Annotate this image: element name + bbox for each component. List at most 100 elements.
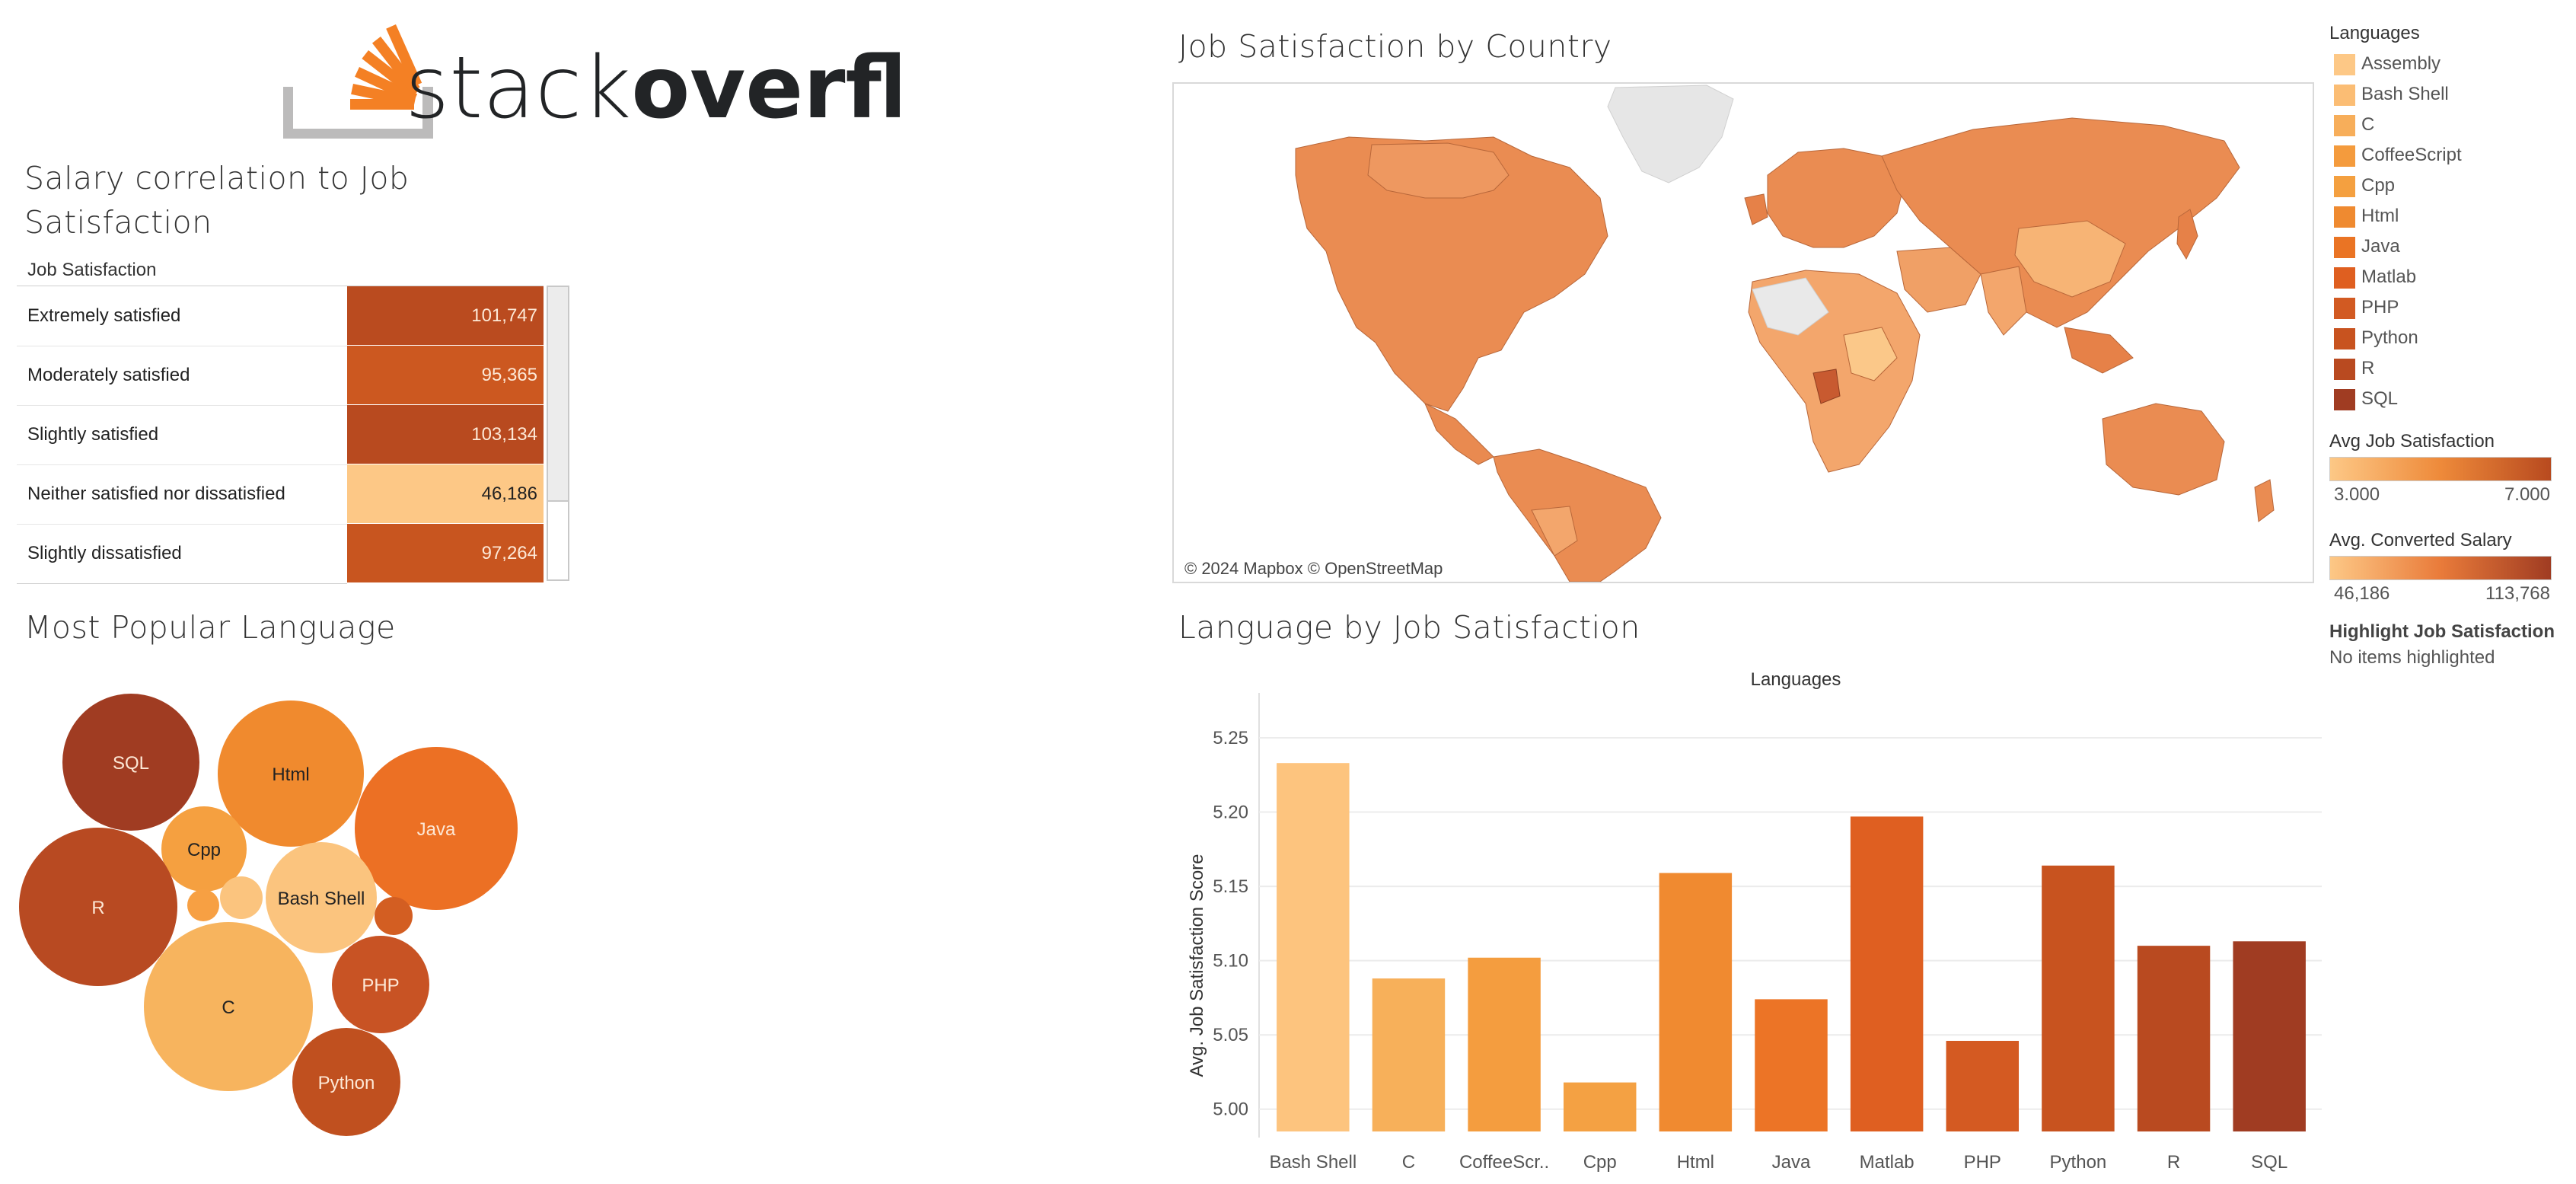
- row-label: Extremely satisfied: [27, 305, 181, 326]
- legend-item-java[interactable]: Java: [2329, 231, 2573, 262]
- bubble-sql[interactable]: SQL: [62, 694, 199, 831]
- salary-value: 97,264: [481, 543, 537, 563]
- legend-label: Cpp: [2361, 175, 2396, 196]
- svg-text:R: R: [91, 898, 104, 918]
- bubble-html[interactable]: Html: [218, 701, 364, 847]
- svg-text:Python: Python: [318, 1073, 375, 1093]
- legend-item-coffeescript[interactable]: CoffeeScript: [2329, 140, 2573, 171]
- salary-cell[interactable]: 97,264: [347, 524, 544, 582]
- svg-text:Html: Html: [272, 764, 309, 785]
- bubble-python[interactable]: Python: [292, 1028, 400, 1136]
- legend-item-python[interactable]: Python: [2329, 323, 2573, 353]
- svg-text:Cpp: Cpp: [187, 840, 221, 860]
- salary-cell[interactable]: 46,186: [347, 464, 544, 523]
- bubble-php[interactable]: PHP: [332, 936, 429, 1033]
- salary-value: 101,747: [471, 305, 537, 326]
- svg-text:stackoverflow: stackoverflow: [405, 39, 900, 138]
- job-satisfaction-column-header: Job Satisfaction: [27, 260, 157, 280]
- row-divider: [17, 405, 347, 406]
- highlight-value: No items highlighted: [2329, 647, 2495, 668]
- ramp-max-label: 113,768: [2485, 583, 2550, 604]
- legend-label: Bash Shell: [2361, 84, 2449, 104]
- stackoverflow-logo-icon: stackoverflow: [282, 24, 1046, 139]
- highlight-title: Highlight Job Satisfaction: [2329, 621, 2555, 642]
- table-row[interactable]: Slightly dissatisfied 97,264: [17, 524, 544, 583]
- bubble-c[interactable]: C: [144, 922, 313, 1091]
- bar-matlab: [1850, 816, 1924, 1131]
- legend-label: C: [2361, 114, 2375, 135]
- salary-value: 95,365: [481, 365, 537, 385]
- world-map[interactable]: © 2024 Mapbox © OpenStreetMap: [1172, 82, 2314, 583]
- legend-item-r[interactable]: R: [2329, 353, 2573, 384]
- y-tick-label: 5.25: [1213, 728, 1248, 748]
- salary-value: 46,186: [481, 483, 537, 504]
- x-tick-label: C: [1402, 1152, 1415, 1173]
- row-divider: [17, 464, 347, 465]
- row-label: Neither satisfied nor dissatisfied: [27, 483, 285, 504]
- salary-cell[interactable]: 95,365: [347, 346, 544, 404]
- bubble-r[interactable]: R: [19, 828, 177, 986]
- bubble-chart: SQL Html Java Cpp R Bash Shell C PHP Pyt…: [0, 670, 548, 1157]
- legend-item-cpp[interactable]: Cpp: [2329, 171, 2573, 201]
- row-divider: [17, 524, 347, 525]
- map-credit: © 2024 Mapbox © OpenStreetMap: [1184, 559, 1443, 578]
- legend-label: PHP: [2361, 297, 2399, 318]
- x-tick-label: Html: [1677, 1152, 1714, 1173]
- avg-salary-legend-title: Avg. Converted Salary: [2329, 530, 2512, 551]
- legend-item-php[interactable]: PHP: [2329, 292, 2573, 323]
- legend-swatch: [2334, 298, 2355, 319]
- bar-php: [1946, 1040, 2020, 1131]
- svg-text:Java: Java: [417, 819, 456, 840]
- bubble-bash-shell[interactable]: Bash Shell: [266, 842, 377, 953]
- table-row[interactable]: Slightly satisfied 103,134: [17, 405, 544, 464]
- legend-swatch: [2334, 267, 2355, 289]
- ramp-min-label: 46,186: [2334, 583, 2390, 604]
- popular-language-title: Most Popular Language: [24, 609, 396, 646]
- bar-c: [1372, 978, 1446, 1131]
- table-scrollbar[interactable]: [547, 286, 569, 581]
- bar-coffeescr-: [1468, 957, 1541, 1131]
- bar-r: [2137, 946, 2211, 1131]
- legend-label: Matlab: [2361, 266, 2417, 287]
- svg-text:SQL: SQL: [113, 753, 149, 774]
- avg-job-sat-color-ramp: [2329, 457, 2552, 481]
- avg-salary-color-ramp: [2329, 556, 2552, 580]
- x-tick-label: PHP: [1964, 1152, 2001, 1173]
- y-axis-label: Avg. Job Satisfaction Score: [1187, 854, 1207, 1077]
- bar-chart-svg: Languages 5.00 5.05 5.10 5.15 5.20 5.25 Avg. Jo…: [1187, 669, 2322, 1173]
- legend-item-matlab[interactable]: Matlab: [2329, 262, 2573, 292]
- x-tick-label: Cpp: [1583, 1152, 1617, 1173]
- y-tick-label: 5.10: [1213, 951, 1248, 972]
- y-tick-label: 5.20: [1213, 803, 1248, 823]
- svg-text:C: C: [222, 997, 234, 1018]
- x-tick-label: CoffeeScr..: [1459, 1152, 1549, 1173]
- bubble-small-2[interactable]: [220, 876, 263, 919]
- legend-swatch: [2334, 359, 2355, 380]
- bar-html: [1659, 873, 1733, 1131]
- legend-item-c[interactable]: C: [2329, 110, 2573, 140]
- x-tick-label: Java: [1772, 1152, 1811, 1173]
- legend-item-sql[interactable]: SQL: [2329, 384, 2573, 414]
- avg-job-sat-legend-title: Avg Job Satisfaction: [2329, 431, 2495, 452]
- row-label: Slightly dissatisfied: [27, 543, 182, 563]
- x-tick-label: SQL: [2251, 1152, 2287, 1173]
- legend-swatch: [2334, 85, 2355, 106]
- legend-item-bash-shell[interactable]: Bash Shell: [2329, 79, 2573, 110]
- row-label: Slightly satisfied: [27, 424, 159, 445]
- world-map-graphic: © 2024 Mapbox © OpenStreetMap: [1184, 85, 2275, 582]
- table-row[interactable]: Neither satisfied nor dissatisfied 46,18…: [17, 464, 544, 524]
- ramp-min-label: 3.000: [2334, 484, 2380, 505]
- salary-cell[interactable]: 101,747: [347, 286, 544, 345]
- scrollbar-thumb[interactable]: [548, 287, 568, 502]
- salary-cell[interactable]: 103,134: [347, 405, 544, 464]
- map-title: Job Satisfaction by Country: [1178, 28, 1612, 65]
- legend-item-html[interactable]: Html: [2329, 201, 2573, 231]
- bubble-java[interactable]: Java: [355, 747, 518, 910]
- legend-item-assembly[interactable]: Assembly: [2329, 49, 2573, 79]
- ramp-max-label: 7.000: [2504, 484, 2550, 505]
- table-row[interactable]: Moderately satisfied 95,365: [17, 346, 544, 405]
- bubble-cpp[interactable]: Cpp: [161, 806, 247, 892]
- table-row[interactable]: Extremely satisfied 101,747: [17, 286, 544, 346]
- bubble-small-3[interactable]: [375, 897, 413, 935]
- bubble-small-1[interactable]: [187, 889, 219, 921]
